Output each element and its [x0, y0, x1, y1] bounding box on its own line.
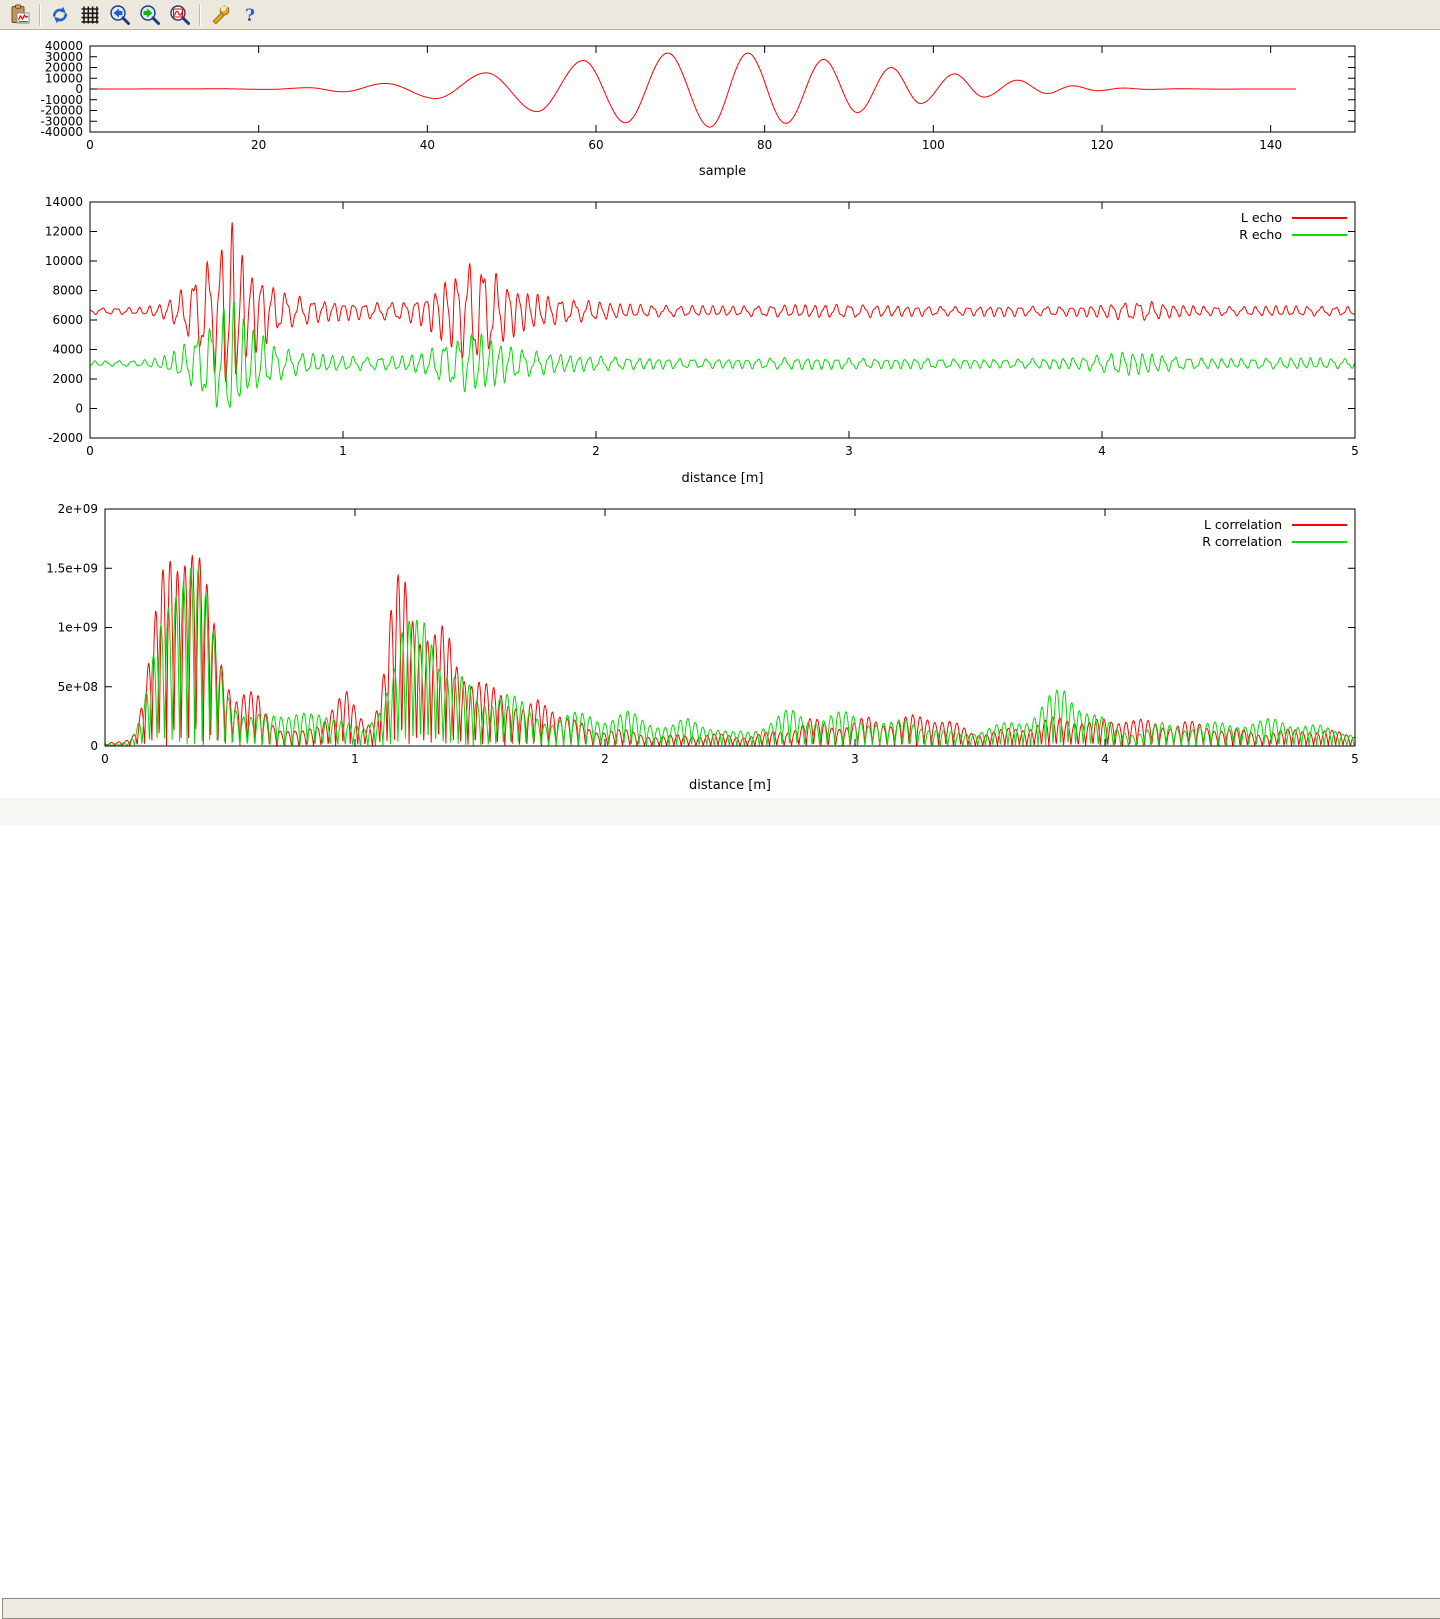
svg-text:4: 4 — [1098, 444, 1106, 458]
svg-text:-10000: -10000 — [40, 93, 83, 107]
svg-text:5: 5 — [1351, 752, 1359, 766]
svg-text:2000: 2000 — [52, 372, 83, 386]
legend-line-sample — [1292, 540, 1347, 543]
svg-text:40000: 40000 — [45, 39, 83, 53]
svg-text:8000: 8000 — [52, 284, 83, 298]
svg-text:5: 5 — [1351, 444, 1359, 458]
legend-entry: R correlation — [1202, 533, 1347, 550]
svg-text:12000: 12000 — [45, 225, 83, 239]
magnifier-forward-icon — [140, 4, 160, 25]
plot-canvas[interactable]: 0 20 40 60 80 100 120 140 -40000 -30000 -20000 -100… — [0, 31, 1440, 798]
status-strip — [0, 798, 1440, 1619]
svg-text:1: 1 — [351, 752, 359, 766]
magnifier-back-icon — [110, 4, 130, 25]
svg-text:20000: 20000 — [45, 61, 83, 75]
svg-text:100: 100 — [922, 138, 945, 152]
replot-button[interactable] — [45, 1, 75, 29]
svg-text:5e+08: 5e+08 — [58, 680, 98, 694]
legend-label: R echo — [1239, 227, 1282, 242]
svg-text:6000: 6000 — [52, 313, 83, 327]
svg-text:?: ? — [245, 6, 255, 26]
svg-text:4000: 4000 — [52, 343, 83, 357]
legend-entry: R echo — [1239, 226, 1347, 243]
help-button[interactable]: ? — [235, 1, 265, 29]
svg-text:0: 0 — [75, 82, 83, 96]
svg-text:1e+09: 1e+09 — [58, 621, 98, 635]
svg-text:2e+09: 2e+09 — [58, 502, 98, 516]
svg-text:-20000: -20000 — [40, 104, 83, 118]
echo-legend: L echo R echo — [1239, 209, 1347, 243]
svg-text:3: 3 — [845, 444, 853, 458]
svg-text:10000: 10000 — [45, 254, 83, 268]
svg-text:0: 0 — [86, 444, 94, 458]
toolbar-separator — [199, 3, 201, 26]
legend-label: L echo — [1240, 210, 1282, 225]
svg-text:30000: 30000 — [45, 50, 83, 64]
toolbar: ? — [0, 0, 1440, 30]
refresh-icon — [52, 6, 68, 23]
svg-text:0: 0 — [86, 138, 94, 152]
svg-text:0: 0 — [75, 402, 83, 416]
svg-text:60: 60 — [588, 138, 603, 152]
legend-label: R correlation — [1202, 534, 1282, 549]
svg-text:0: 0 — [90, 739, 98, 753]
svg-text:140: 140 — [1259, 138, 1282, 152]
status-bar — [2, 1598, 1440, 1619]
toolbar-separator — [39, 3, 41, 26]
legend-entry: L correlation — [1204, 516, 1347, 533]
question-mark-icon: ? — [245, 6, 255, 26]
zoom-next-button[interactable] — [135, 1, 165, 29]
wrench-icon — [212, 5, 230, 25]
magnifier-plot-icon — [170, 4, 190, 25]
svg-text:2: 2 — [592, 444, 600, 458]
svg-text:14000: 14000 — [45, 195, 83, 209]
svg-text:1.5e+09: 1.5e+09 — [46, 561, 98, 575]
svg-text:-40000: -40000 — [40, 125, 83, 139]
svg-text:3: 3 — [851, 752, 859, 766]
svg-text:-2000: -2000 — [48, 431, 83, 445]
plot-area[interactable]: 0 20 40 60 80 100 120 140-40000-30000-20000-100… — [0, 31, 1440, 798]
legend-line-sample — [1292, 216, 1347, 219]
axis-label-distance-correlation: distance [m] — [688, 778, 772, 793]
legend-label: L correlation — [1203, 517, 1282, 532]
svg-text:120: 120 — [1091, 138, 1114, 152]
configure-button[interactable] — [205, 1, 235, 29]
axis-label-distance-echo: distance [m] — [681, 471, 764, 486]
svg-text:10000: 10000 — [45, 71, 83, 85]
svg-text:4: 4 — [1101, 752, 1109, 766]
svg-text:0: 0 — [101, 752, 109, 766]
correlation-legend: L correlation R correlation — [1202, 516, 1347, 550]
svg-text:20: 20 — [251, 138, 266, 152]
toggle-grid-button[interactable] — [75, 1, 105, 29]
svg-text:2: 2 — [601, 752, 609, 766]
grid-icon — [81, 6, 99, 23]
legend-entry: L echo — [1241, 209, 1347, 226]
svg-text:1: 1 — [339, 444, 347, 458]
autoscale-button[interactable] — [165, 1, 195, 29]
svg-text:80: 80 — [757, 138, 772, 152]
svg-text:40: 40 — [420, 138, 435, 152]
legend-line-sample — [1292, 233, 1347, 236]
axis-label-sample: sample — [698, 164, 747, 179]
svg-text:-30000: -30000 — [40, 114, 83, 128]
clipboard-plot-icon — [11, 4, 30, 23]
copy-to-clipboard-button[interactable] — [5, 1, 35, 29]
zoom-previous-button[interactable] — [105, 1, 135, 29]
legend-line-sample — [1292, 523, 1347, 526]
